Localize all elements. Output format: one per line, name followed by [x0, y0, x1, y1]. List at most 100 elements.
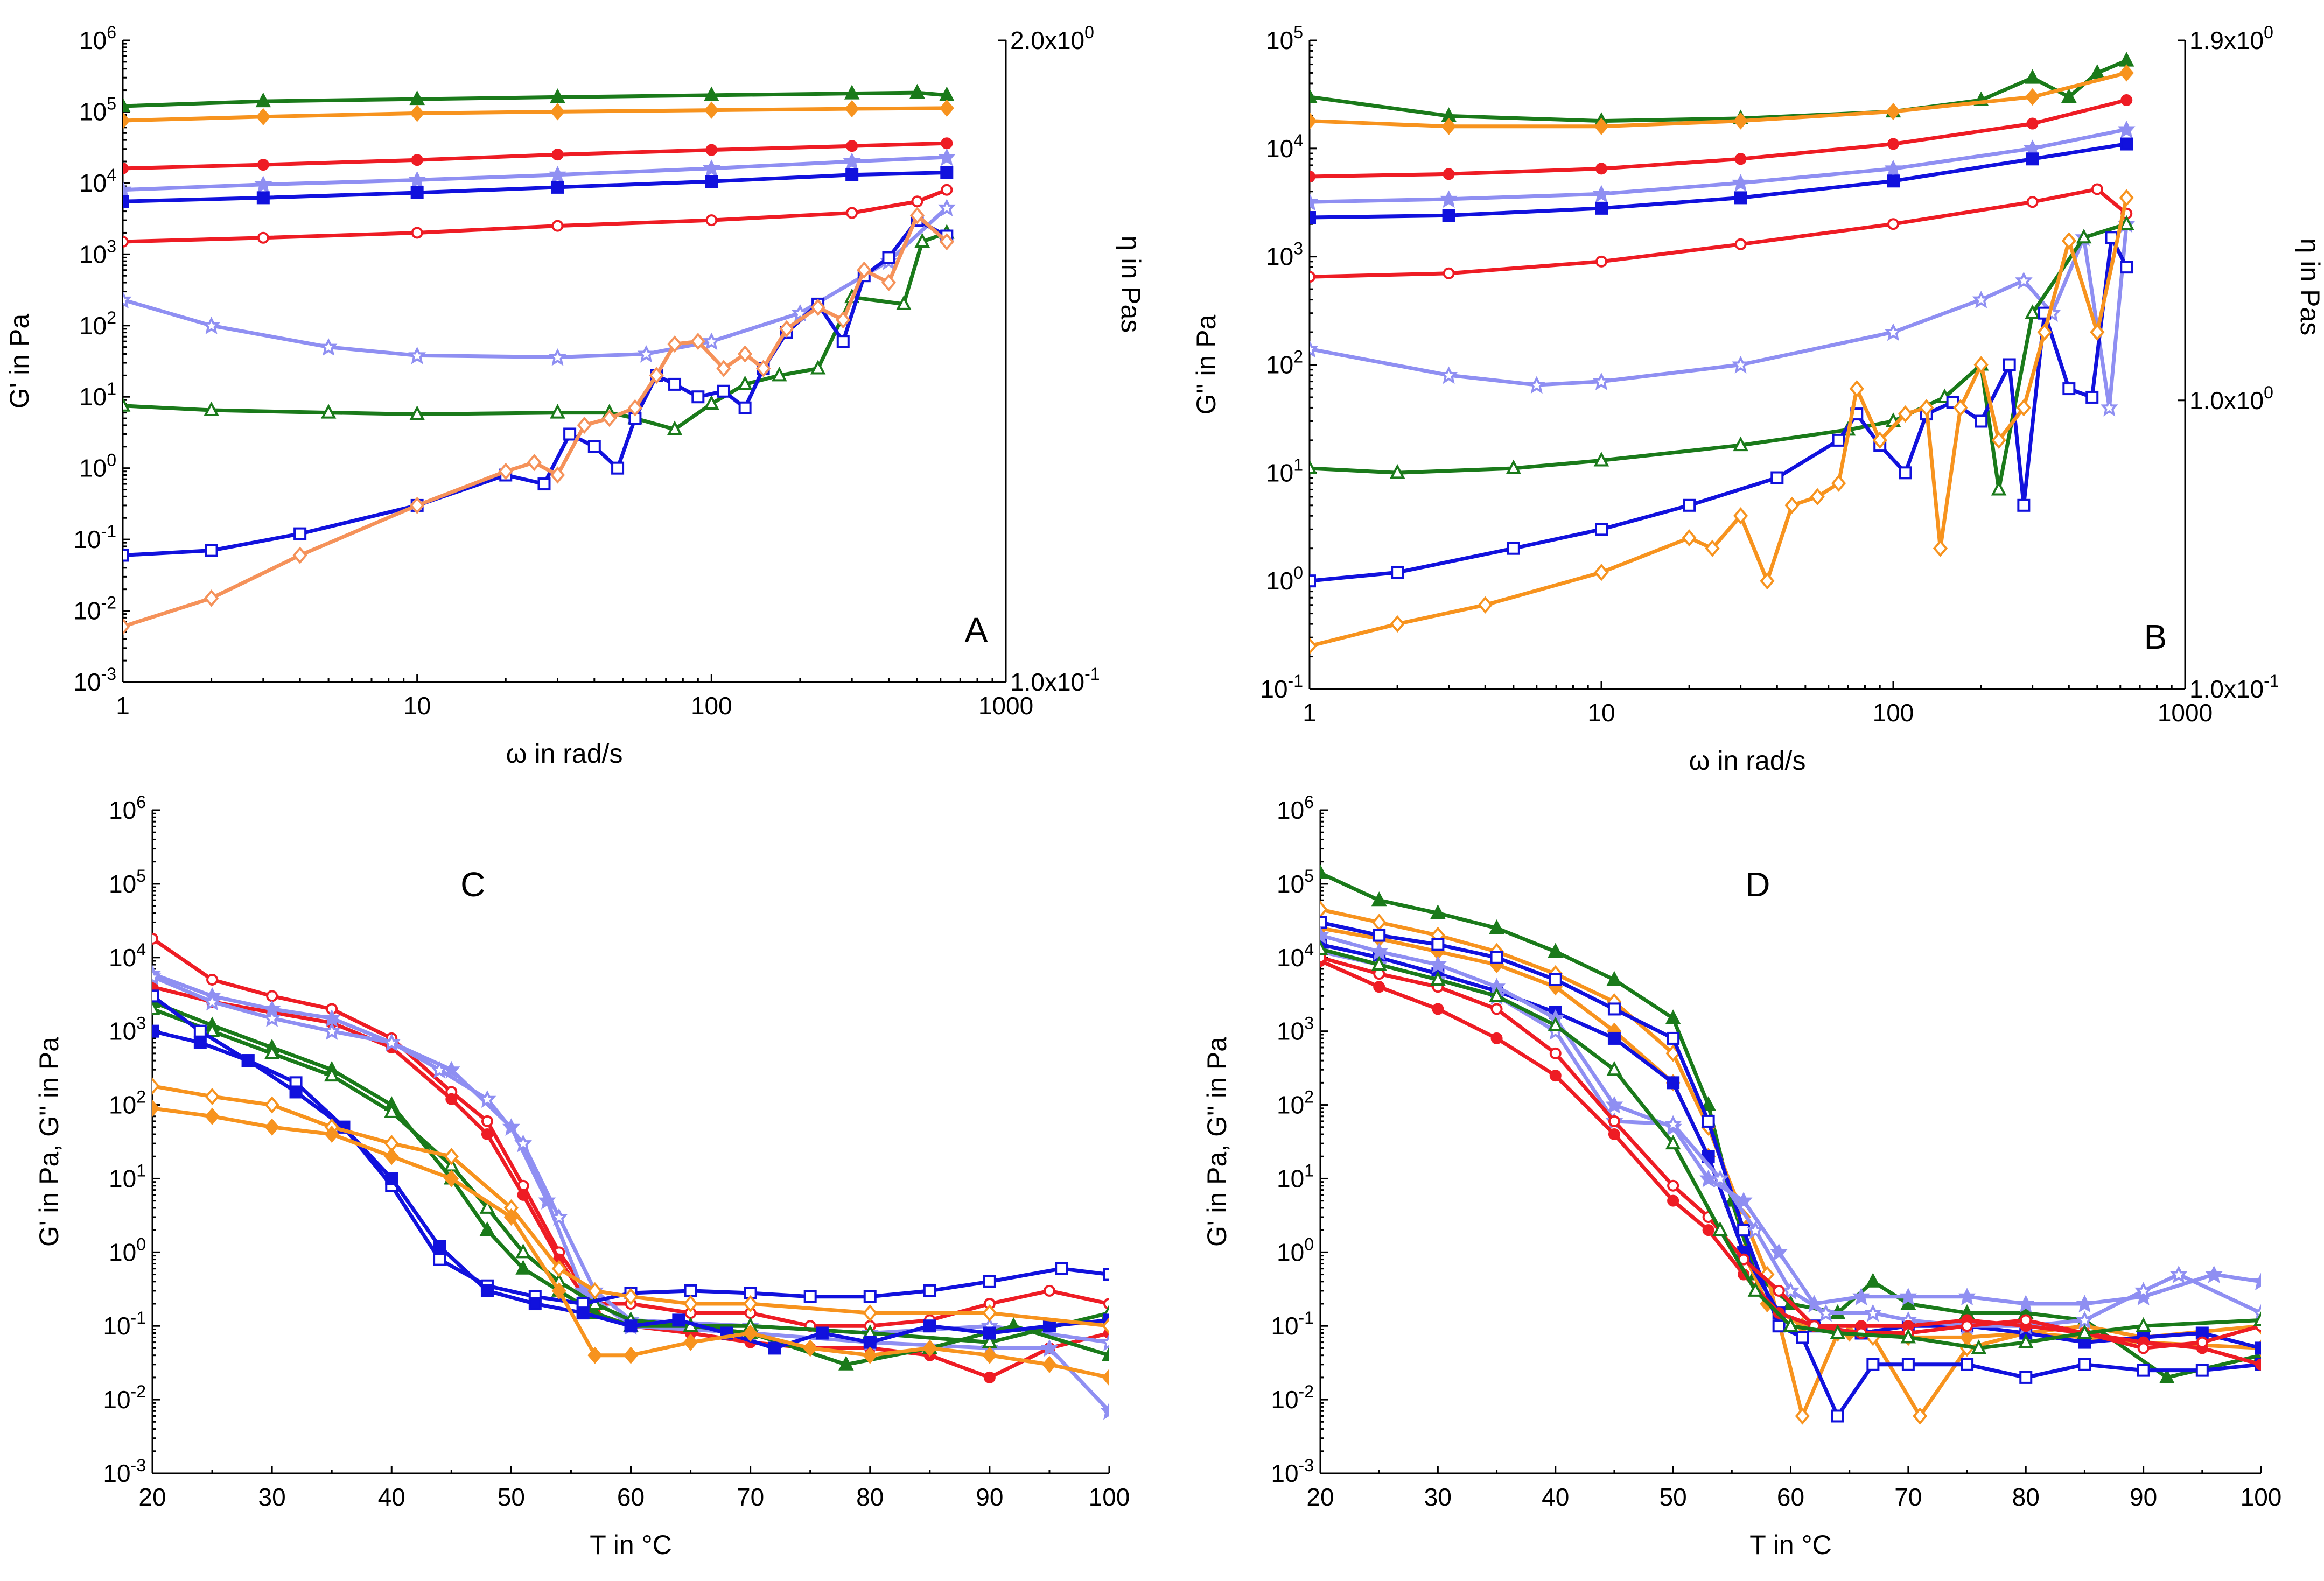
x-tick-label: 1 — [1303, 699, 1317, 727]
data-point — [1746, 1221, 1765, 1239]
data-point — [882, 251, 895, 264]
y2-axis-title: η in Pas — [2295, 238, 2324, 336]
data-point — [1734, 238, 1747, 250]
data-point — [1320, 926, 1329, 944]
data-point — [1592, 373, 1611, 390]
data-point — [743, 1324, 758, 1342]
x-tick-label: 40 — [378, 1483, 405, 1511]
data-point — [779, 320, 794, 338]
data-point — [550, 88, 565, 103]
data-point — [123, 549, 129, 562]
data-point — [550, 404, 565, 419]
data-point — [2117, 120, 2136, 138]
data-point — [1390, 615, 1405, 633]
data-point — [123, 236, 129, 248]
series-line — [152, 994, 1109, 1306]
data-point — [2016, 399, 2031, 417]
data-point — [1310, 574, 1316, 588]
data-point — [2136, 1317, 2151, 1332]
y2-tick-label: 2.0x100 — [1010, 23, 1094, 54]
data-point — [2255, 1341, 2261, 1355]
data-point — [563, 427, 577, 441]
data-point — [2119, 64, 2134, 82]
data-point — [264, 1044, 280, 1059]
data-point — [264, 1096, 279, 1114]
data-point — [411, 154, 423, 166]
data-point — [1548, 1016, 1564, 1031]
series-line — [152, 972, 1109, 1413]
data-point — [152, 989, 159, 1003]
data-point — [1507, 542, 1520, 555]
panel-label: B — [2144, 617, 2167, 656]
data-point — [551, 220, 564, 232]
data-point — [1101, 1346, 1109, 1361]
data-point — [1817, 1304, 1835, 1322]
data-point — [1490, 1032, 1503, 1044]
data-point — [1933, 539, 1948, 557]
data-point — [2017, 1295, 2035, 1313]
y-tick-label: 102 — [1277, 1087, 1314, 1119]
data-point — [2159, 1368, 2175, 1383]
data-point — [2020, 1314, 2032, 1326]
data-point — [123, 162, 129, 174]
x-tick-label: 70 — [1894, 1483, 1922, 1511]
data-point — [1607, 1002, 1621, 1016]
data-point — [2019, 1371, 2033, 1384]
data-point — [1100, 1333, 1109, 1351]
series-line — [152, 1007, 1109, 1345]
data-point — [1866, 1358, 1880, 1371]
data-point — [982, 1304, 997, 1322]
data-point — [940, 166, 954, 179]
data-point — [202, 317, 220, 335]
data-point — [410, 186, 424, 199]
data-point — [1667, 1076, 1680, 1090]
data-point — [1886, 102, 1901, 121]
data-point — [737, 375, 753, 390]
data-point — [1770, 471, 1784, 484]
data-point — [1595, 523, 1608, 536]
data-point — [517, 1189, 529, 1201]
data-point — [480, 1284, 494, 1297]
data-point — [1431, 938, 1445, 951]
data-point — [2205, 1266, 2223, 1283]
data-point — [481, 1115, 493, 1127]
y-tick-label: 103 — [109, 1014, 146, 1045]
data-point — [1549, 973, 1562, 986]
data-point — [1887, 218, 1899, 230]
data-point — [810, 360, 826, 375]
data-point — [1773, 1284, 1785, 1297]
data-point — [1595, 201, 1608, 215]
y-tick-label: 102 — [1266, 347, 1303, 379]
data-point — [1667, 1031, 1680, 1045]
data-point — [863, 1304, 878, 1322]
series-line — [123, 213, 948, 629]
y-tick-label: 105 — [1266, 23, 1303, 54]
data-point — [551, 1282, 566, 1300]
series-line — [123, 218, 948, 557]
data-point — [123, 397, 131, 412]
data-point — [716, 360, 731, 377]
y2-tick-label: 1.0x10-1 — [1010, 664, 1100, 696]
data-point — [624, 1319, 638, 1333]
data-point — [896, 295, 912, 310]
panel-d: 10-3 10-2 10-1 100 101 102 103 104 105 106 20 30 40 5… — [1202, 792, 2281, 1560]
data-point — [863, 1346, 878, 1364]
data-point — [1901, 1358, 1915, 1371]
y-tick-label: 104 — [79, 165, 116, 197]
x-tick-label: 60 — [1777, 1483, 1804, 1511]
data-point — [1549, 1070, 1562, 1082]
x-tick-label: 10 — [1587, 699, 1615, 727]
data-point — [123, 97, 131, 112]
data-point — [383, 1103, 400, 1118]
y-tick-label: 10-1 — [73, 522, 116, 553]
data-point — [206, 973, 219, 986]
data-point — [1371, 955, 1387, 971]
data-point — [1320, 864, 1328, 879]
data-point — [2025, 304, 2040, 319]
data-point — [193, 1036, 207, 1049]
data-point — [810, 298, 825, 317]
data-point — [2137, 1364, 2150, 1377]
panel-label: C — [460, 865, 485, 904]
x-tick-label: 70 — [737, 1483, 764, 1511]
x-axis-title: T in °C — [590, 1530, 671, 1560]
